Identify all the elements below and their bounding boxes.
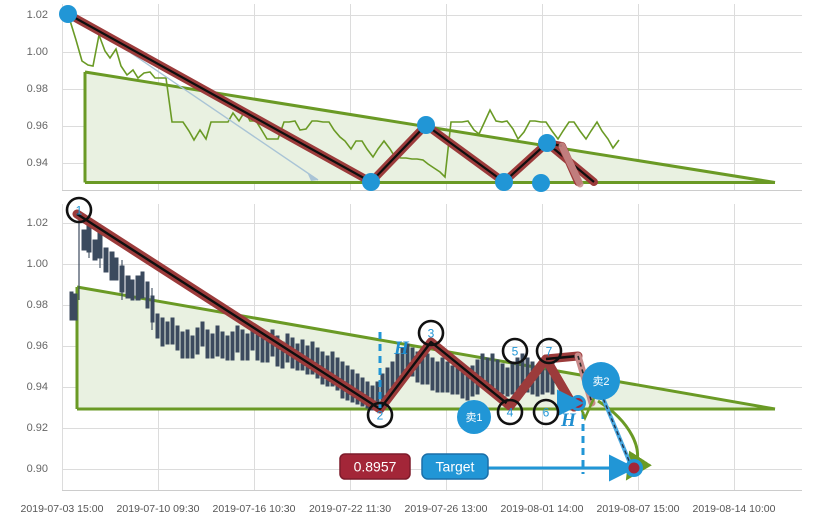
sell-signal-2[interactable]: 卖2: [582, 362, 620, 400]
pivot-label-4: 4: [507, 406, 514, 420]
height-label-1: H: [393, 338, 410, 359]
pivot-marker-7[interactable]: 7: [535, 337, 563, 365]
pivot-marker-5[interactable]: 5: [501, 337, 529, 365]
overview-svg: [59, 4, 802, 192]
detail-ytick-2: 0.98: [26, 299, 48, 311]
height-label-2: H: [560, 410, 577, 431]
pivot-dot-4[interactable]: [495, 173, 513, 191]
pivot-dot-5[interactable]: [538, 134, 556, 152]
pivot-marker-1[interactable]: 1: [65, 196, 93, 224]
detail-panel: 1 2 3 4 5: [0, 196, 822, 520]
price-line: [67, 13, 620, 179]
pivot-marker-2[interactable]: 2: [366, 401, 394, 429]
overview-ytick-2: 0.98: [26, 83, 48, 95]
pivot-label-1: 1: [76, 204, 83, 218]
breakdown-point[interactable]: [570, 395, 586, 411]
xtick-5: 2019-08-01 14:00: [500, 503, 584, 515]
detail-ytick-1: 1.00: [26, 258, 48, 270]
xtick-3: 2019-07-22 11:30: [308, 503, 392, 515]
price-tag[interactable]: 0.8957: [339, 453, 411, 480]
detail-ytick-5: 0.92: [26, 422, 48, 434]
pivot-label-6: 6: [543, 406, 550, 420]
sell-signal-2-label: 卖2: [592, 375, 609, 388]
pivot-marker-3[interactable]: 3: [417, 319, 445, 347]
overview-ytick-1: 1.00: [26, 46, 48, 58]
pivot-dot-3[interactable]: [417, 116, 435, 134]
detail-svg: 1 2 3 4 5: [62, 196, 802, 491]
overview-ytick-0: 1.02: [26, 9, 48, 21]
overview-ytick-3: 0.96: [26, 120, 48, 132]
pivot-marker-6[interactable]: 6: [532, 398, 560, 426]
detail-ytick-6: 0.90: [26, 463, 48, 475]
detail-ytick-0: 1.02: [26, 217, 48, 229]
detail-ytick-4: 0.94: [26, 381, 48, 393]
pivot-markers: 1 2 3 4 5: [65, 196, 563, 429]
pivot-dot-1[interactable]: [59, 5, 77, 23]
target-tag-label: Target: [436, 459, 475, 475]
pivot-label-5: 5: [512, 345, 519, 359]
pivot-dot-6[interactable]: [532, 174, 550, 192]
overview-panel: 1.02 1.00 0.98 0.96 0.94: [0, 0, 822, 196]
price-tag-label: 0.8957: [354, 459, 397, 475]
pivot-label-2: 2: [377, 409, 384, 423]
pivot-dot-2[interactable]: [362, 173, 380, 191]
pivot-label-3: 3: [428, 327, 435, 341]
xtick-1: 2019-07-10 09:30: [116, 503, 200, 515]
sell-signal-1[interactable]: 卖1: [457, 400, 491, 434]
xtick-0: 2019-07-03 15:00: [20, 503, 104, 515]
pivot-label-7: 7: [546, 345, 553, 359]
pivot-markers: [59, 5, 556, 192]
xtick-7: 2019-08-14 10:00: [692, 503, 776, 515]
target-tag[interactable]: Target: [421, 453, 489, 480]
sell-signal-1-label: 卖1: [465, 411, 482, 424]
xtick-4: 2019-07-26 13:00: [404, 503, 488, 515]
overview-ytick-4: 0.94: [26, 157, 48, 169]
detail-ytick-3: 0.96: [26, 340, 48, 352]
xtick-6: 2019-08-07 15:00: [596, 503, 680, 515]
target-point[interactable]: [625, 459, 643, 477]
pivot-marker-4[interactable]: 4: [496, 398, 524, 426]
xtick-2: 2019-07-16 10:30: [212, 503, 296, 515]
vertical-gridlines: [62, 204, 735, 490]
